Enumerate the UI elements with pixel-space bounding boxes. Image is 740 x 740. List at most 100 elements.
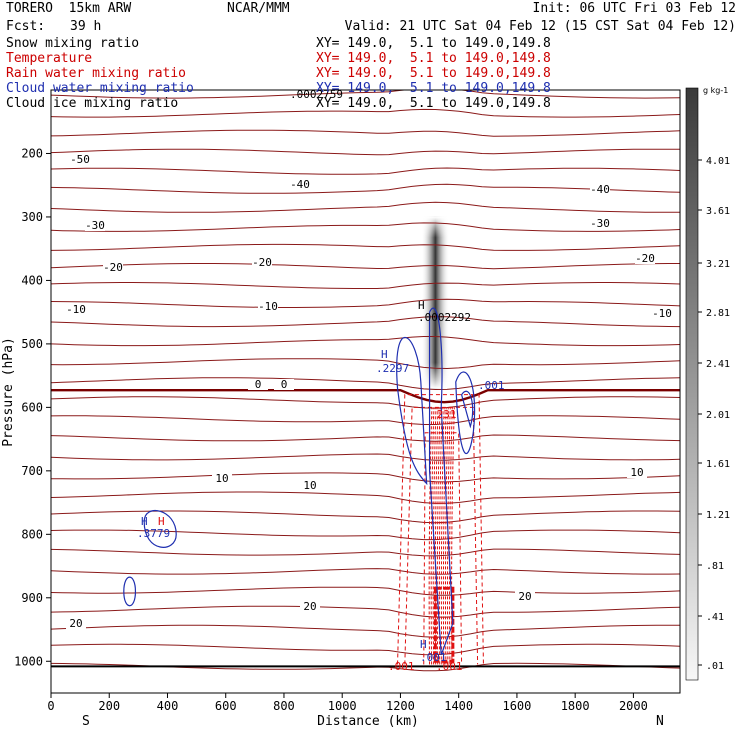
colorbar-unit: g kg-1 xyxy=(703,86,728,95)
temp-label-bg xyxy=(70,154,90,165)
colorbar-label: .41 xyxy=(706,612,724,623)
temperature-contour-label: 20 xyxy=(303,600,316,613)
temp-label-bg xyxy=(635,253,655,264)
center-label: NCAR/MMM xyxy=(227,1,290,16)
field-xy-range: XY= 149.0, 5.1 to 149.0,149.8 xyxy=(316,96,551,111)
contour-annotation: H xyxy=(158,515,165,528)
field-name: Cloud water mixing ratio xyxy=(6,81,194,96)
temperature-contour xyxy=(51,548,680,557)
temperature-contour xyxy=(51,434,680,442)
rain-core-contour xyxy=(449,407,453,665)
x-tick-label: 2000 xyxy=(619,699,648,713)
contour-annotation: H xyxy=(141,515,148,528)
direction-north-label: N xyxy=(656,714,664,729)
temperature-contour xyxy=(51,90,680,99)
colorbar-label: .81 xyxy=(706,561,724,572)
x-tick-label: 600 xyxy=(215,699,237,713)
rain-core-contour xyxy=(442,407,447,665)
temperature-contour xyxy=(51,453,680,461)
temperature-contour xyxy=(51,129,680,137)
colorbar-label: .01 xyxy=(706,661,724,672)
cloud-water-contour xyxy=(396,336,428,486)
temperature-contour-label: -10 xyxy=(652,307,672,320)
contour-annotation: .001 xyxy=(388,660,415,673)
temperature-contour xyxy=(51,201,680,213)
temperature-contour-label: -20 xyxy=(252,256,272,269)
temp-label-bg xyxy=(300,480,320,491)
temp-label-bg xyxy=(248,379,268,390)
temp-label-bg xyxy=(300,601,320,612)
plot-frame xyxy=(50,89,681,694)
rain-core-contour xyxy=(434,407,439,665)
colorbar-label: 3.61 xyxy=(706,206,730,217)
forecast-label: Fcst: xyxy=(6,19,46,34)
contour-annotation: .231 xyxy=(430,408,457,421)
field-name: Snow mixing ratio xyxy=(6,36,140,51)
init-time: Init: 06 UTC Fri 03 Feb 12 xyxy=(532,1,737,16)
temperature-contour xyxy=(51,491,680,504)
rain-contour xyxy=(423,432,463,665)
cloud-water-contour xyxy=(455,371,476,455)
colorbar-ticks: 4.01 3.61 3.21 2.81 2.41 2.01 1.61 1.21 .81 .41 .0… xyxy=(698,156,730,672)
temperature-contour-label: -50 xyxy=(70,153,90,166)
colorbar-label: 1.21 xyxy=(706,510,730,521)
rain-core-contour xyxy=(440,407,445,665)
temperature-contour-label: 20 xyxy=(69,617,82,630)
colorbar-label: 2.81 xyxy=(706,308,730,319)
snow-shading-fade xyxy=(421,216,450,389)
field-name: Rain water mixing ratio xyxy=(6,66,187,81)
temperature-contour xyxy=(51,263,680,270)
x-tick-label: 0 xyxy=(47,699,54,713)
temperature-contour xyxy=(51,358,680,370)
contour-annotation: .0002759 xyxy=(290,88,343,101)
y-tick-label: 300 xyxy=(21,210,43,224)
contour-annotation: .0002292 xyxy=(418,311,471,324)
temperature-contour-label: -10 xyxy=(66,303,86,316)
temperature-contour xyxy=(51,624,680,638)
x-tick-label: 1000 xyxy=(328,699,357,713)
temp-label-bg xyxy=(274,379,294,390)
x-axis-label: Distance (km) xyxy=(317,714,419,729)
contour-annotation: .001 xyxy=(420,651,447,664)
colorbar-label: 4.01 xyxy=(706,156,730,167)
temperature-contour xyxy=(51,148,680,156)
y-tick-label: 700 xyxy=(21,464,43,478)
temperature-contour xyxy=(51,605,680,618)
temp-label-bg xyxy=(85,220,105,231)
temperature-contour xyxy=(51,529,680,541)
temperature-contour xyxy=(51,396,680,409)
contour-annotation: .3779 xyxy=(137,527,170,540)
temperature-contour xyxy=(51,643,680,656)
forecast-hours: 39 h xyxy=(70,19,102,34)
field-xy-range: XY= 149.0, 5.1 to 149.0,149.8 xyxy=(316,36,551,51)
contour-annotation: H xyxy=(381,348,388,361)
cloud-water-contour xyxy=(143,510,177,548)
field-xy-range: XY= 149.0, 5.1 to 149.0,149.8 xyxy=(316,66,551,81)
temperature-contour xyxy=(51,316,680,328)
direction-south-label: S xyxy=(82,714,90,729)
y-tick-label: 200 xyxy=(21,146,43,160)
temp-label-bg xyxy=(590,218,610,229)
temp-label-bg xyxy=(290,179,310,190)
temp-label-bg xyxy=(212,473,232,484)
rain-core-contour xyxy=(428,407,433,665)
x-axis: 0 200 400 600 800 1000 1200 1400 1600 1800 2000 xyxy=(47,693,648,713)
temperature-contour-label: -20 xyxy=(103,261,123,274)
zero-isotherm xyxy=(51,389,680,404)
temperature-contour xyxy=(51,586,680,596)
temperature-contour xyxy=(51,415,680,425)
temperature-contour xyxy=(51,222,680,232)
temperature-contour-label: 10 xyxy=(215,472,228,485)
y-tick-label: 1000 xyxy=(14,654,43,668)
temperature-contour xyxy=(51,282,680,289)
cloud-water-contour xyxy=(428,307,454,656)
colorbar-label: 2.01 xyxy=(706,410,730,421)
temperature-contour-label: 20 xyxy=(518,590,531,603)
temperature-contour-label: -30 xyxy=(590,217,610,230)
temperature-contour xyxy=(51,377,680,391)
x-tick-label: 1400 xyxy=(444,699,473,713)
field-xy-range: XY= 149.0, 5.1 to 149.0,149.8 xyxy=(316,81,551,96)
contour-annotation: .2297 xyxy=(376,362,409,375)
field-name: Cloud ice mixing ratio xyxy=(6,96,179,111)
